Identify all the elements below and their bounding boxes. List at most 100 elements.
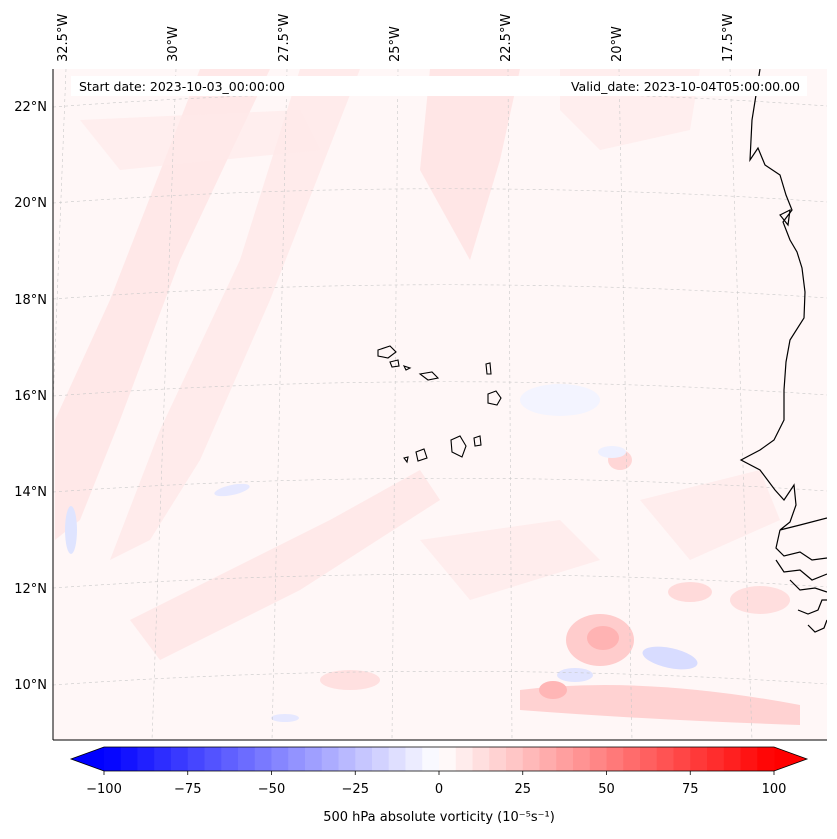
latitude-gridline	[53, 188, 827, 204]
colorbar-segment	[740, 747, 758, 771]
colorbar-segment	[271, 747, 289, 771]
vorticity-band-positive	[420, 69, 520, 260]
colorbar-segment	[422, 747, 440, 771]
africa-coastline	[775, 559, 827, 581]
colorbar-segment	[673, 747, 691, 771]
cape-verde-islands	[377, 345, 502, 464]
colorbar-extend-high	[774, 747, 807, 771]
latitude-gridline	[53, 284, 827, 300]
africa-coastline	[789, 579, 827, 593]
lat-label: 14°N	[14, 485, 47, 500]
island-outline	[415, 448, 428, 462]
africa-coastline	[739, 69, 827, 531]
colorbar-tick-label: −100	[86, 782, 122, 797]
island-outline	[418, 371, 440, 381]
lon-label: 32.5°W	[56, 14, 71, 62]
latitude-labels: 22°N 20°N 18°N 16°N 14°N 12°N 10°N	[14, 100, 47, 693]
latitude-gridline	[53, 573, 827, 589]
colorbar-tick-label: −50	[258, 782, 285, 797]
colorbar-segment	[288, 747, 306, 771]
colorbar-segment	[489, 747, 507, 771]
island-coastline	[779, 208, 791, 227]
coastline	[739, 69, 827, 633]
vorticity-band-positive	[80, 110, 320, 170]
island-outline	[487, 390, 502, 406]
graticule	[53, 69, 827, 740]
vorticity-band-positive	[420, 520, 600, 600]
colorbar-tick-label: 0	[435, 782, 443, 797]
africa-coastline	[775, 529, 827, 561]
colorbar-segment	[120, 747, 138, 771]
colorbar-segment	[539, 747, 557, 771]
vorticity-min	[65, 506, 77, 554]
longitude-gridline	[507, 69, 513, 740]
latitude-gridline	[53, 91, 827, 108]
colorbar: −100 −75 −50 −25 0 25 50 75 100 500 hPa absolute…	[69, 746, 809, 825]
colorbar-segment	[372, 747, 390, 771]
vorticity-min	[214, 483, 250, 497]
lon-label: 22.5°W	[499, 14, 514, 62]
island-outline	[473, 435, 482, 447]
colorbar-segment	[606, 747, 624, 771]
vorticity-band-positive	[520, 685, 800, 725]
colorbar-segment	[707, 747, 725, 771]
colorbar-segment	[556, 747, 574, 771]
vorticity-min	[520, 384, 600, 416]
colorbar-segment	[640, 747, 658, 771]
colorbar-segment	[137, 747, 155, 771]
colorbar-segment	[690, 747, 708, 771]
colorbar-segment	[321, 747, 339, 771]
lon-label: 27.5°W	[277, 14, 292, 62]
colorbar-segment	[472, 747, 490, 771]
colorbar-segment	[104, 747, 122, 771]
colorbar-segment	[355, 747, 373, 771]
colorbar-segment	[238, 747, 256, 771]
vorticity-min	[598, 446, 626, 458]
lat-label: 16°N	[14, 389, 47, 404]
vorticity-min	[271, 714, 299, 722]
colorbar-segment	[204, 747, 222, 771]
vorticity-band-positive	[640, 470, 780, 560]
island-outline	[485, 362, 492, 375]
colorbar-segment	[723, 747, 741, 771]
colorbar-ticks: −100 −75 −50 −25 0 25 50 75 100	[86, 771, 786, 797]
longitude-labels: 32.5°W 30°W 27.5°W 25°W 22.5°W 20°W 17.5…	[56, 14, 736, 62]
colorbar-tick-label: 25	[514, 782, 531, 797]
valid-date-label: Valid_date: 2023-10-04T05:00:00.00	[571, 79, 800, 94]
vorticity-max	[668, 582, 712, 602]
latitude-gridline	[53, 670, 827, 686]
lat-label: 10°N	[14, 678, 47, 693]
vorticity-band-positive	[110, 69, 360, 560]
lat-label: 18°N	[14, 293, 47, 308]
colorbar-segment	[573, 747, 591, 771]
map-panel: Start date: 2023-10-03_00:00:00 Valid_da…	[52, 69, 827, 741]
start-date-label: Start date: 2023-10-03_00:00:00	[79, 79, 285, 94]
header-background	[71, 76, 807, 96]
africa-coastline	[797, 599, 827, 615]
lat-label: 22°N	[14, 100, 47, 115]
colorbar-segment	[388, 747, 406, 771]
island-outline	[377, 345, 397, 359]
longitude-gridline	[391, 69, 399, 740]
colorbar-segment	[656, 747, 674, 771]
island-outline	[450, 435, 467, 458]
latitude-gridline	[53, 477, 827, 493]
lon-label: 17.5°W	[721, 14, 736, 62]
longitude-gridline	[271, 69, 288, 740]
colorbar-segment	[305, 747, 323, 771]
colorbar-tick-label: 75	[682, 782, 699, 797]
colorbar-segment	[338, 747, 356, 771]
longitude-gridline	[151, 69, 177, 740]
colorbar-tick-label: 100	[762, 782, 787, 797]
vorticity-band-positive	[55, 69, 270, 540]
vorticity-max	[320, 670, 380, 690]
colorbar-segment	[455, 747, 473, 771]
colorbar-segment	[506, 747, 524, 771]
colorbar-segment	[757, 747, 775, 771]
colorbar-segment	[522, 747, 540, 771]
lon-label: 30°W	[166, 26, 181, 62]
colorbar-segment	[221, 747, 239, 771]
colorbar-segment	[405, 747, 423, 771]
island-outline	[403, 456, 409, 464]
colorbar-tick-label: 50	[598, 782, 615, 797]
